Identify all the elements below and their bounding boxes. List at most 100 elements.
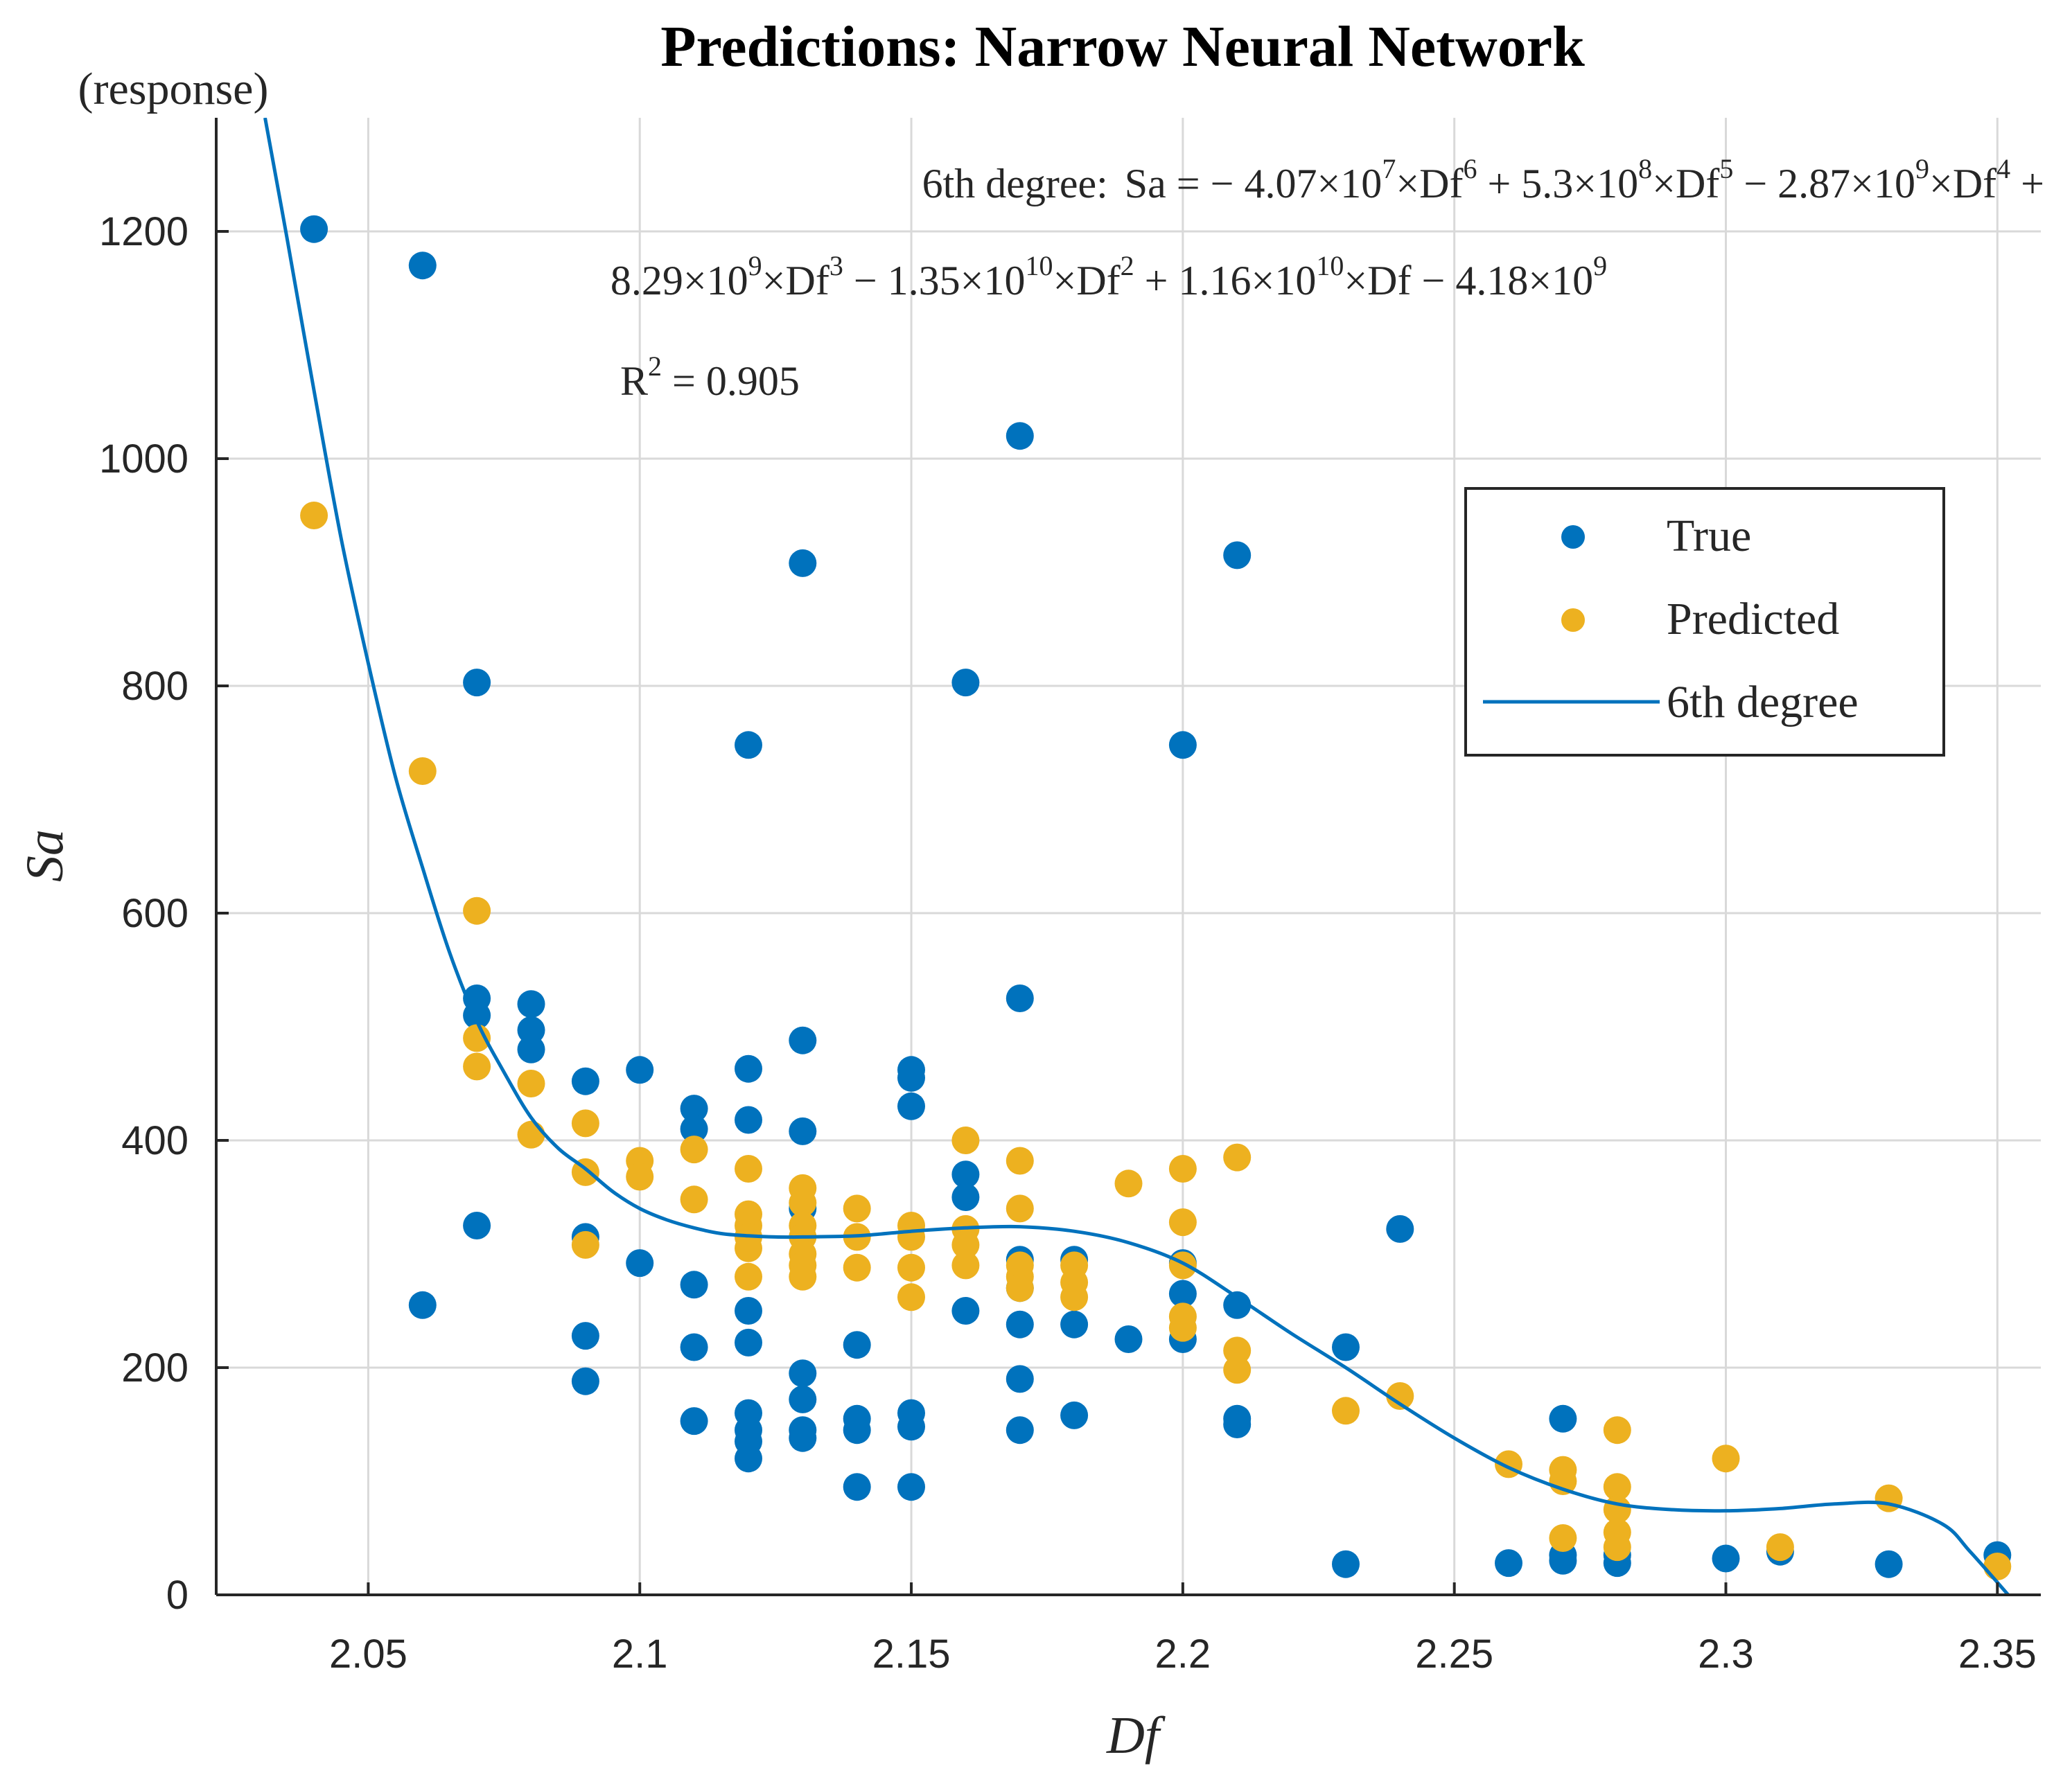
point-predicted <box>735 1262 762 1291</box>
point-true <box>680 1115 708 1143</box>
point-true <box>463 1212 491 1239</box>
point-true <box>1549 1546 1577 1575</box>
point-true <box>735 1328 762 1357</box>
x-tick-label: 2.25 <box>1415 1632 1493 1677</box>
point-predicted <box>1712 1445 1740 1473</box>
point-predicted <box>463 1024 491 1052</box>
x-tick-label: 2.15 <box>872 1632 951 1677</box>
point-true <box>951 1183 980 1211</box>
x-tick-label: 2.1 <box>612 1632 668 1677</box>
point-predicted <box>300 502 328 529</box>
point-predicted <box>1875 1484 1903 1512</box>
point-true <box>735 1297 762 1325</box>
point-true <box>1006 1365 1034 1393</box>
legend-box <box>1464 487 1945 757</box>
legend-marker-true <box>1561 525 1585 549</box>
point-true <box>789 1359 817 1388</box>
point-true <box>1060 1310 1089 1339</box>
point-predicted <box>680 1185 708 1214</box>
point-predicted <box>1983 1553 2012 1580</box>
y-tick-label: 0 <box>166 1573 188 1618</box>
x-tick-label: 2.35 <box>1958 1632 2037 1677</box>
y-tick-label: 1200 <box>99 209 188 254</box>
point-predicted <box>897 1283 925 1311</box>
point-true <box>897 1092 925 1120</box>
point-true <box>463 669 491 697</box>
point-true <box>897 1063 925 1092</box>
point-predicted <box>951 1230 980 1259</box>
series-line-6th-degree <box>263 118 2010 1595</box>
x-axis-label: Df <box>1106 1706 1166 1765</box>
point-predicted <box>843 1253 871 1282</box>
point-predicted <box>1549 1524 1577 1552</box>
point-predicted <box>571 1230 599 1259</box>
point-true <box>735 1445 762 1473</box>
point-predicted <box>1114 1169 1143 1198</box>
point-true <box>626 1056 654 1084</box>
point-predicted <box>1603 1473 1631 1501</box>
point-true <box>735 1054 762 1083</box>
r-squared-label: R2 = 0.905 <box>620 351 800 404</box>
point-true <box>951 1160 980 1189</box>
point-predicted <box>463 897 491 925</box>
point-true <box>1006 1416 1034 1445</box>
point-predicted <box>408 757 437 785</box>
series-true <box>300 215 2012 1578</box>
point-true <box>951 669 980 697</box>
y-unit-label: (response) <box>78 64 269 114</box>
point-predicted <box>680 1136 708 1164</box>
point-predicted <box>951 1127 980 1154</box>
point-predicted <box>789 1189 817 1217</box>
point-true <box>1332 1550 1360 1578</box>
chart-title: Predictions: Narrow Neural Network <box>660 15 1585 79</box>
point-true <box>1875 1550 1903 1578</box>
legend-marker-predicted <box>1561 608 1585 632</box>
point-true <box>1114 1325 1143 1353</box>
point-true <box>408 1291 437 1319</box>
point-predicted <box>1223 1143 1252 1172</box>
y-tick-label: 800 <box>121 664 188 709</box>
point-predicted <box>1168 1251 1197 1280</box>
point-true <box>517 990 545 1018</box>
point-true <box>789 1424 817 1452</box>
point-true <box>1060 1401 1089 1429</box>
point-true <box>1168 1280 1197 1308</box>
y-tick-label: 600 <box>121 891 188 936</box>
point-predicted <box>1006 1274 1034 1302</box>
point-true <box>680 1333 708 1361</box>
point-true <box>897 1473 925 1501</box>
point-predicted <box>517 1120 545 1149</box>
point-true <box>1223 541 1252 569</box>
y-tick-label: 400 <box>121 1118 188 1163</box>
point-true <box>789 1117 817 1145</box>
point-true <box>680 1271 708 1299</box>
point-predicted <box>1223 1356 1252 1384</box>
point-predicted <box>626 1163 654 1191</box>
point-true <box>571 1367 599 1395</box>
point-true <box>571 1067 599 1095</box>
point-true <box>843 1331 871 1359</box>
equation-line-1: 6th degree: Sa = − 4.07×107×Df6 + 5.3×108… <box>922 153 2044 206</box>
point-predicted <box>1006 1194 1034 1223</box>
point-true <box>1006 984 1034 1012</box>
x-tick-label: 2.2 <box>1155 1632 1211 1677</box>
equation-line-2: 8.29×109×Df3 − 1.35×1010×Df2 + 1.16×1010… <box>611 250 1607 303</box>
x-tick-label: 2.3 <box>1698 1632 1754 1677</box>
point-true <box>680 1407 708 1436</box>
point-predicted <box>1006 1147 1034 1175</box>
point-true <box>789 1026 817 1054</box>
legend: True Predicted 6th degree <box>1464 487 1945 757</box>
point-true <box>1006 1310 1034 1339</box>
y-axis-label: Sa <box>16 829 74 882</box>
series-predicted <box>300 502 2012 1580</box>
point-predicted <box>789 1262 817 1291</box>
point-true <box>789 549 817 577</box>
point-true <box>789 1385 817 1413</box>
point-predicted <box>1332 1397 1360 1425</box>
y-tick-label: 1000 <box>99 436 188 482</box>
legend-label-true: True <box>1667 511 1751 561</box>
point-true <box>1712 1544 1740 1573</box>
point-true <box>897 1413 925 1441</box>
point-true <box>1006 422 1034 450</box>
point-predicted <box>463 1052 491 1081</box>
